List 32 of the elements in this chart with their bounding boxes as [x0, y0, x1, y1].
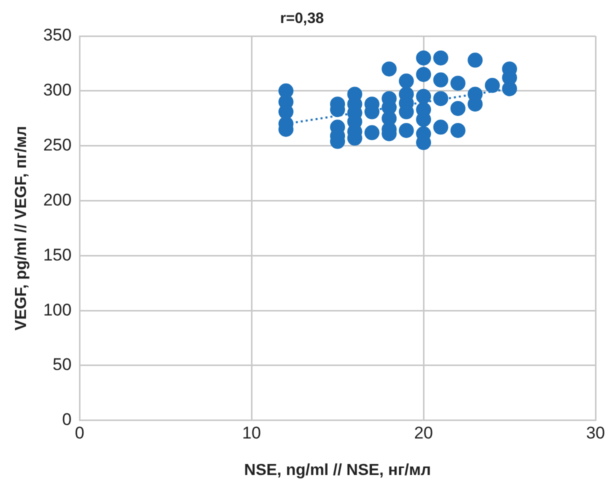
x-tick-label: 20	[414, 423, 434, 442]
point	[433, 72, 448, 88]
x-tick-label: 30	[586, 423, 606, 442]
point	[398, 122, 414, 138]
point	[450, 76, 466, 91]
x-axis-title: NSE, ng/ml // NSE, нг/мл	[244, 462, 431, 479]
y-tick-label: 200	[43, 190, 72, 210]
y-axis-title: VEGF, pg/ml // VEGF, пг/мл	[13, 126, 30, 330]
point	[450, 122, 466, 138]
point	[398, 74, 414, 89]
point	[416, 66, 432, 82]
point	[433, 120, 448, 135]
y-tick-label: 300	[43, 80, 72, 100]
y-tick-label: 0	[62, 410, 72, 430]
y-tick-label: 350	[43, 26, 72, 45]
chart-title: r=0,38	[280, 10, 324, 28]
x-tick-label: 10	[242, 423, 262, 442]
point	[484, 78, 500, 93]
y-tick-label: 100	[43, 300, 72, 320]
y-tick-label: 250	[43, 136, 72, 155]
point	[502, 81, 518, 96]
point	[433, 50, 448, 66]
point	[416, 50, 432, 66]
point	[433, 91, 448, 106]
x-tick-label: 0	[74, 423, 84, 442]
point	[382, 61, 397, 76]
point	[364, 125, 380, 140]
point	[416, 88, 432, 104]
point	[468, 52, 483, 68]
y-tick-label: 150	[43, 245, 72, 264]
y-tick-label: 50	[52, 355, 72, 374]
point	[450, 100, 466, 116]
